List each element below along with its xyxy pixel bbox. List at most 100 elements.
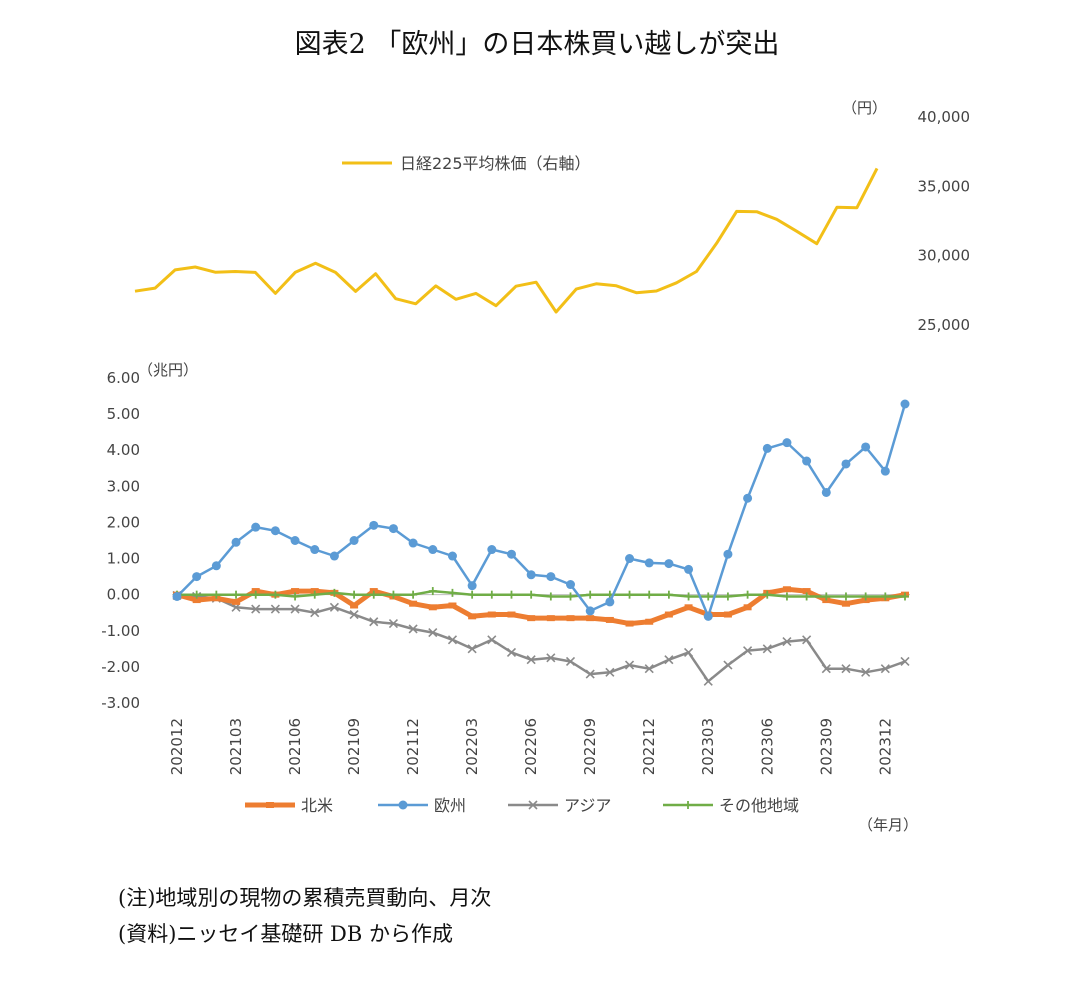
- flow-xtick-label: 202103: [227, 718, 245, 775]
- series-point: [270, 604, 280, 614]
- series-point: [841, 459, 851, 469]
- series-point-stroke: [487, 635, 497, 645]
- series-point: [743, 493, 753, 503]
- series-point-stroke: [900, 656, 910, 667]
- series-point: [624, 660, 635, 670]
- nikkei-right-axis: 25,000 30,000 35,000 40,000: [918, 108, 971, 334]
- series-point-stroke: [565, 656, 576, 667]
- series-point: [782, 586, 791, 593]
- flow-xtick-label: 202012: [168, 718, 186, 775]
- flow-xtick-label: 202203: [463, 718, 481, 775]
- series-point: [546, 592, 555, 601]
- series-point: [585, 669, 595, 679]
- series-point: [645, 618, 654, 625]
- series-point: [684, 564, 694, 574]
- series-point: [625, 620, 634, 627]
- series-0: [173, 586, 909, 627]
- series-point: [822, 592, 831, 601]
- series-point: [566, 592, 575, 601]
- series-point: [605, 616, 614, 623]
- series-point: [428, 604, 437, 611]
- series-point: [802, 635, 812, 645]
- series-point: [447, 635, 458, 645]
- series-point-stroke: [506, 647, 517, 658]
- series-point: [329, 602, 339, 612]
- nikkei-legend-label: 日経225平均株価（右軸）: [400, 154, 591, 173]
- series-point-stroke: [743, 646, 753, 656]
- flow-xtick-label: 202303: [699, 718, 717, 775]
- legend-label: アジア: [564, 796, 611, 815]
- flow-xtick-label: 202312: [876, 718, 894, 775]
- footnote-note: (注)地域別の現物の累積売買動向、月次: [118, 886, 492, 910]
- flow-ytick-label: 6.00: [107, 369, 140, 387]
- flow-line-plot: [172, 399, 910, 686]
- series-point-stroke: [664, 655, 674, 665]
- series-point: [448, 588, 457, 597]
- series-point: [586, 590, 595, 599]
- series-point: [408, 538, 418, 548]
- series-point: [507, 590, 516, 599]
- series-point-stroke: [546, 653, 556, 663]
- series-point: [527, 590, 536, 599]
- flow-ytick-label: -2.00: [101, 658, 140, 676]
- series-point: [743, 604, 752, 611]
- series-point: [763, 590, 772, 599]
- nikkei-ytick-label: 40,000: [918, 108, 971, 126]
- series-point: [605, 667, 615, 677]
- series-point: [349, 609, 359, 620]
- series-legend: 北米 欧州 アジア その他地域: [245, 796, 799, 815]
- series-point: [487, 611, 496, 618]
- flow-xtick-label: 202212: [640, 718, 658, 775]
- series-point-stroke: [467, 644, 477, 654]
- series-point: [231, 537, 241, 547]
- series-point: [782, 637, 792, 647]
- series-point-stroke: [408, 624, 418, 634]
- series-point: [802, 588, 811, 595]
- x-axis-label: （年月）: [858, 816, 918, 834]
- series-point: [329, 551, 339, 561]
- series-point: [586, 615, 595, 622]
- chart-canvas: 25,000 30,000 35,000 40,000 （円） 日経225平均株価（右…: [101, 99, 971, 834]
- legend-label: 北米: [301, 796, 333, 815]
- series-point-stroke: [585, 669, 595, 679]
- series-point: [389, 590, 398, 599]
- nikkei-ytick-label: 35,000: [918, 177, 971, 195]
- legend-marker: [398, 800, 408, 810]
- series-point: [487, 590, 496, 599]
- series-point: [644, 558, 654, 568]
- series-point: [310, 590, 319, 599]
- series-point: [428, 545, 438, 555]
- series-point: [232, 598, 241, 605]
- series-point: [546, 572, 556, 582]
- series-point: [861, 592, 870, 601]
- legend-item: 北米: [245, 796, 333, 815]
- series-point-stroke: [270, 604, 280, 614]
- series-point: [526, 570, 536, 580]
- series-point-stroke: [880, 664, 890, 674]
- series-point: [409, 600, 418, 607]
- legend-item: アジア: [508, 796, 611, 815]
- chart-title: 図表2 「欧州」の日本株買い越しが突出: [294, 29, 780, 60]
- series-point: [408, 624, 418, 634]
- series-point: [566, 615, 575, 622]
- series-point: [821, 487, 831, 497]
- series-point: [428, 587, 437, 596]
- flow-ytick-label: -3.00: [101, 694, 140, 712]
- series-point: [841, 600, 850, 607]
- series-point: [251, 522, 261, 532]
- flow-x-axis: 202012 202103 202106 202109 202112 202203 2022…: [168, 718, 894, 775]
- flow-ytick-label: -1.00: [101, 622, 140, 640]
- series-point: [232, 590, 241, 599]
- series-point: [350, 590, 359, 599]
- series-point-stroke: [290, 604, 300, 614]
- series-point-stroke: [349, 609, 359, 620]
- series-point: [330, 588, 339, 597]
- series-point: [861, 442, 871, 452]
- series-point: [409, 590, 418, 599]
- series-point: [684, 647, 694, 658]
- series-point: [861, 667, 871, 677]
- nikkei-ytick-label: 25,000: [918, 316, 971, 334]
- nikkei-unit-label: （円）: [842, 99, 887, 117]
- series-point-stroke: [841, 664, 851, 674]
- series-point: [212, 590, 221, 599]
